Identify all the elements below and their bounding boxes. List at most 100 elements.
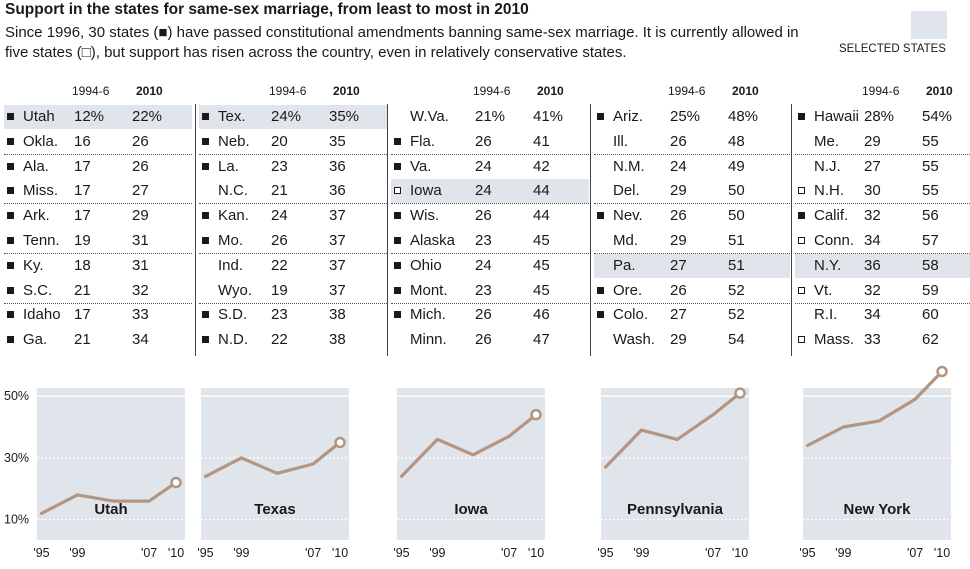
table-row: Alaska 23 45 (391, 229, 589, 253)
state-name: Idaho (23, 306, 61, 324)
support-2010: 54% (922, 108, 953, 125)
support-1994: 25% (670, 108, 701, 125)
x-tick-label: '10 (732, 546, 748, 560)
support-1994: 27 (670, 306, 687, 324)
table-row: Minn. 26 47 (391, 328, 589, 352)
table-row: Idaho 17 33 (4, 303, 192, 327)
x-tick-label: '07 (141, 546, 157, 560)
marriage-allowed-marker (798, 336, 805, 344)
support-1994: 23 (475, 281, 492, 299)
support-2010: 38 (329, 331, 346, 349)
x-tick-label: '95 (597, 546, 613, 560)
row-group-divider (594, 253, 790, 254)
column-divider (195, 104, 196, 356)
support-1994: 21% (475, 108, 506, 125)
amendment-ban-marker (7, 162, 14, 170)
amendment-ban-marker (7, 261, 14, 269)
state-name: S.C. (23, 281, 53, 299)
amendment-ban-marker (202, 237, 209, 244)
support-2010: 47 (533, 331, 550, 349)
support-1994: 29 (864, 132, 881, 150)
support-1994: 32 (864, 281, 881, 299)
state-name: Ohio (410, 256, 442, 274)
state-name: Kan. (218, 207, 249, 225)
table-row: N.Y. 36 58 (795, 253, 970, 278)
marriage-allowed-marker (798, 286, 805, 294)
x-tick-label: '95 (197, 546, 213, 560)
amendment-ban-marker (394, 237, 401, 244)
amendment-ban-marker (597, 113, 604, 120)
support-2010: 37 (329, 207, 346, 225)
column-divider (791, 104, 792, 356)
series-line-utah (39, 480, 178, 515)
state-name: Ky. (23, 256, 44, 274)
state-name: Ind. (218, 256, 244, 274)
table-row: W.Va. 21% 41% (391, 105, 589, 129)
x-tick-label: '95 (33, 546, 49, 560)
row-group-divider (4, 302, 192, 304)
support-2010: 51 (728, 256, 745, 274)
support-2010: 42 (533, 157, 550, 175)
support-2010: 36 (329, 157, 346, 175)
table-row: Iowa 24 44 (391, 179, 589, 204)
amendment-ban-marker (597, 286, 604, 294)
table-row: Colo. 27 52 (594, 303, 790, 327)
table-row: Nev. 26 50 (594, 204, 790, 228)
support-1994: 27 (864, 157, 881, 175)
table-row: N.J. 27 55 (795, 155, 970, 179)
support-2010: 37 (329, 256, 346, 274)
support-2010: 50 (728, 207, 745, 225)
table-row: Kan. 24 37 (199, 204, 387, 228)
support-1994: 24 (670, 157, 687, 175)
support-2010: 58 (922, 256, 939, 274)
state-name: La. (218, 157, 239, 175)
support-2010: 45 (533, 232, 550, 249)
support-1994: 19 (74, 232, 91, 249)
series-line-new-york (805, 369, 944, 448)
support-2010: 49 (728, 157, 745, 175)
chart-panel-background (37, 388, 185, 540)
table-row: Okla. 16 26 (4, 130, 192, 154)
table-row: S.C. 21 32 (4, 279, 192, 303)
table-row: Miss. 17 27 (4, 179, 192, 203)
state-name: Hawaii (814, 108, 860, 125)
support-1994: 29 (670, 232, 687, 249)
amendment-ban-marker (394, 286, 401, 294)
support-2010: 31 (132, 256, 149, 274)
x-tick-label: '99 (69, 546, 85, 560)
support-2010: 56 (922, 207, 939, 225)
support-1994: 36 (864, 256, 881, 274)
table-row: Me. 29 55 (795, 130, 970, 154)
support-2010: 31 (132, 232, 149, 249)
table-row: N.H. 30 55 (795, 179, 970, 203)
support-1994: 27 (670, 256, 687, 274)
amendment-ban-marker (202, 212, 209, 220)
state-name: Mo. (218, 232, 244, 249)
state-name: Mont. (410, 281, 448, 299)
column-header-1994: 1994-6 (668, 84, 706, 98)
support-2010: 45 (533, 281, 550, 299)
column-header-2010: 2010 (732, 84, 759, 98)
state-name: Ark. (23, 207, 50, 225)
support-1994: 34 (864, 306, 881, 324)
state-name: Tex. (218, 108, 246, 125)
x-tick-label: '10 (332, 546, 348, 560)
row-group-divider (199, 203, 387, 205)
amendment-ban-marker (394, 261, 401, 269)
support-2010: 22% (132, 108, 163, 125)
state-name: N.Y. (814, 256, 842, 274)
state-name: Neb. (218, 132, 250, 150)
support-1994: 34 (864, 232, 881, 249)
series-end-point (936, 365, 948, 378)
x-tick-label: '10 (528, 546, 544, 560)
support-2010: 60 (922, 306, 939, 324)
table-row: Tex. 24% 35% (199, 105, 387, 129)
support-2010: 50 (728, 182, 745, 200)
support-2010: 27 (132, 182, 149, 200)
series-line-pennsylvania (603, 391, 742, 469)
table-row: S.D. 23 38 (199, 303, 387, 327)
support-1994: 26 (670, 207, 687, 225)
series-end-point (334, 436, 346, 449)
support-2010: 46 (533, 306, 550, 324)
chart-panel-background (397, 388, 545, 540)
